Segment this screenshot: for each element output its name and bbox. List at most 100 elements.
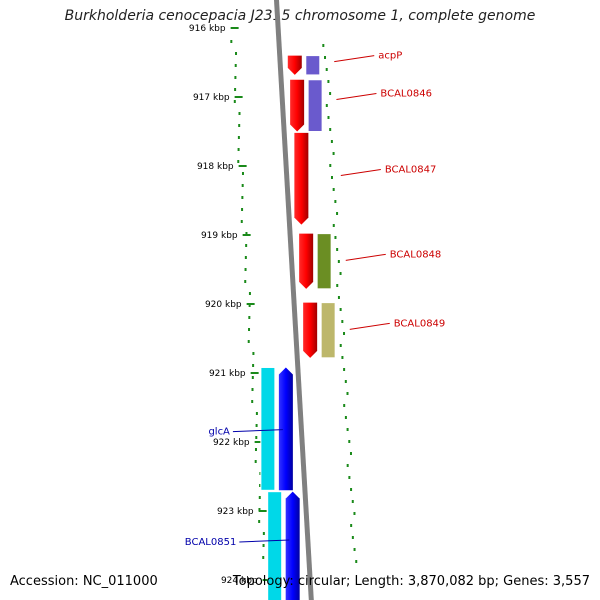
- label-leader-line: [345, 253, 386, 261]
- gc-dot: [258, 508, 261, 511]
- gc-dot: [252, 352, 255, 355]
- cog-block-acpp[interactable]: [305, 55, 321, 76]
- gc-dot: [327, 116, 330, 119]
- gene-arrow-bcal0849[interactable]: [303, 302, 318, 358]
- gene-track: [260, 55, 336, 600]
- cog-block-bcal0846[interactable]: [307, 79, 323, 132]
- gc-dot: [251, 376, 254, 379]
- gc-dot: [255, 436, 258, 439]
- tick-label: 922 kbp: [213, 438, 250, 448]
- gc-dot: [351, 500, 354, 503]
- gc-dot: [241, 184, 244, 187]
- gene-label[interactable]: BCAL0851: [185, 537, 237, 548]
- gene-arrow-acpp[interactable]: [287, 55, 302, 75]
- tick-label: 924 kbp: [221, 576, 258, 586]
- gc-dot: [324, 56, 327, 59]
- tick-mark: [258, 510, 267, 512]
- gc-dot: [343, 332, 346, 335]
- gc-dot: [234, 76, 237, 79]
- gc-dot: [237, 160, 240, 163]
- gc-dot: [234, 88, 237, 91]
- gc-dot: [341, 320, 344, 323]
- chromosome-backbone: [274, 0, 314, 600]
- accession-text: Accession: NC_011000: [10, 574, 158, 589]
- gene-label[interactable]: acpP: [378, 51, 402, 62]
- gene-arrow-bcal0848[interactable]: [299, 233, 314, 289]
- tick-mark: [230, 27, 239, 29]
- gc-dot: [339, 308, 342, 311]
- tick-mark: [262, 579, 271, 581]
- gc-dot: [346, 392, 349, 395]
- gc-dot: [351, 536, 354, 539]
- label-leader-line: [334, 55, 375, 63]
- gc-dot: [235, 52, 238, 55]
- gc-dot: [254, 460, 257, 463]
- gc-dot: [247, 340, 250, 343]
- gc-dot: [353, 512, 356, 515]
- tick-mark: [254, 441, 263, 443]
- gene-arrow-bcal0851[interactable]: [285, 491, 300, 600]
- label-leader-line: [340, 168, 381, 176]
- gc-dot: [353, 548, 356, 551]
- gc-dot: [343, 404, 346, 407]
- gc-dot: [336, 284, 339, 287]
- tick-label: 917 kbp: [193, 93, 230, 103]
- topology-summary: Topology: circular; Length: 3,870,082 bp…: [232, 574, 590, 589]
- tick-label: 923 kbp: [217, 507, 254, 517]
- gc-dot: [259, 484, 262, 487]
- gc-dot: [241, 208, 244, 211]
- gene-arrow-bcal0846[interactable]: [290, 79, 305, 132]
- backbone-track: [274, 0, 314, 600]
- gc-dot: [348, 476, 351, 479]
- gc-dot: [343, 368, 346, 371]
- gc-dot: [252, 364, 255, 367]
- gc-dot: [325, 68, 328, 71]
- gene-label[interactable]: glcA: [208, 427, 230, 438]
- gene-label-track: acpP BCAL0846 BCAL0847 BCAL0848 BCAL0849 glcA…: [185, 51, 445, 548]
- gc-dot: [332, 152, 335, 155]
- gene-label[interactable]: BCAL0849: [394, 318, 446, 329]
- tick-mark: [234, 96, 243, 98]
- cog-block-bcal0849[interactable]: [320, 302, 336, 359]
- gene-label[interactable]: BCAL0846: [380, 89, 432, 100]
- gc-dot: [244, 280, 247, 283]
- label-leader-line: [336, 93, 377, 101]
- gc-dot: [329, 92, 332, 95]
- gc-dot: [332, 224, 335, 227]
- tick-mark: [250, 372, 259, 374]
- gc-dot: [262, 532, 265, 535]
- gc-dot: [336, 248, 339, 251]
- tick-label: 919 kbp: [201, 231, 238, 241]
- gc-dot: [248, 292, 251, 295]
- gc-dot: [349, 452, 352, 455]
- gc-dot: [248, 328, 251, 331]
- tick-label: 921 kbp: [209, 369, 246, 379]
- gc-dot: [230, 40, 233, 43]
- cog-block-bcal0851[interactable]: [267, 491, 283, 600]
- gc-dot: [262, 544, 265, 547]
- gc-dot: [327, 80, 330, 83]
- cog-block-glca[interactable]: [260, 366, 276, 491]
- cog-block-bcal0848[interactable]: [316, 233, 332, 290]
- gc-dot: [350, 524, 353, 527]
- gene-label[interactable]: BCAL0848: [390, 249, 442, 260]
- gene-arrow-bcal0847[interactable]: [294, 132, 309, 225]
- gene-arrow-glca[interactable]: [278, 367, 293, 491]
- label-leader-line: [349, 322, 390, 330]
- gene-label[interactable]: BCAL0847: [385, 164, 437, 175]
- gc-dot: [234, 64, 237, 67]
- tick-label: 920 kbp: [205, 300, 242, 310]
- tick-mark: [238, 165, 247, 167]
- gc-dot: [330, 176, 333, 179]
- gc-dot: [339, 344, 342, 347]
- gc-dot: [350, 488, 353, 491]
- gc-dot: [241, 196, 244, 199]
- label-leader-line: [239, 539, 290, 543]
- label-leader-line: [232, 429, 283, 433]
- gc-dot: [334, 200, 337, 203]
- gc-dot: [348, 440, 351, 443]
- gc-dot: [334, 236, 337, 239]
- tick-track: 916 kbp 917 kbp 918 kbp 919 kbp 920 kbp 921 k…: [189, 24, 271, 586]
